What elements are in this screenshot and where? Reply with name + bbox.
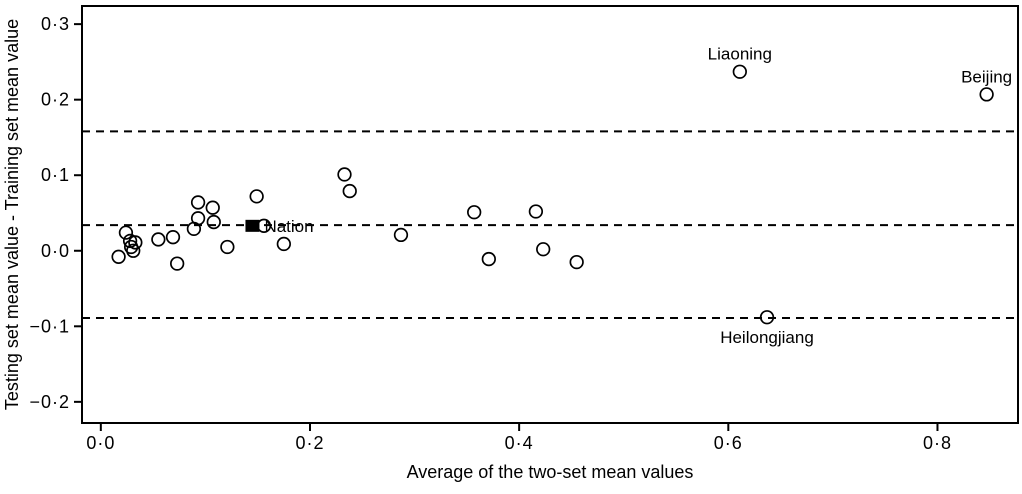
data-point: [467, 205, 482, 220]
data-point: [111, 249, 126, 264]
x-tick-label: 0·6: [714, 433, 743, 453]
x-axis-title: Average of the two-set mean values: [407, 462, 694, 482]
data-point: [337, 167, 352, 182]
x-tick-label: 0·0: [86, 433, 115, 453]
point-label-liaoning: Liaoning: [708, 45, 772, 64]
x-tick-label: 0·2: [295, 433, 324, 453]
y-tick-label: −0·1: [29, 316, 70, 336]
y-tick-label: −0·2: [29, 392, 70, 412]
data-point: [151, 232, 166, 247]
data-point: [170, 256, 185, 271]
x-tick-label: 0·4: [505, 433, 534, 453]
y-tick-label: 0·0: [41, 241, 70, 261]
data-point-heilongjiang: [759, 310, 775, 325]
point-label-heilongjiang: Heilongjiang: [720, 328, 814, 347]
data-point: [276, 236, 291, 252]
data-point: [481, 251, 496, 267]
plot-area: [81, 5, 1019, 424]
point-label-nation: Nation: [264, 217, 313, 236]
y-tick-label: 0·3: [41, 14, 70, 34]
data-point: [393, 227, 409, 243]
y-tick-label: 0·1: [41, 165, 70, 185]
x-tick-label: 0·8: [923, 433, 952, 453]
data-point: [528, 204, 544, 219]
data-point: [205, 200, 220, 215]
data-point: [128, 235, 143, 250]
data-point: [165, 230, 181, 245]
data-point: [569, 254, 584, 270]
data-point-nation: [245, 219, 260, 232]
data-point: [190, 211, 206, 226]
data-point: [536, 242, 551, 257]
data-point-liaoning: [732, 64, 747, 79]
data-point: [206, 214, 221, 230]
data-point: [249, 189, 264, 204]
data-point: [342, 183, 357, 199]
y-tick-label: 0·2: [41, 90, 70, 110]
data-point: [220, 239, 235, 255]
y-axis-title: Testing set mean value - Training set me…: [2, 19, 22, 410]
data-point-beijing: [979, 87, 994, 102]
data-point: [190, 195, 206, 210]
data-point: [126, 243, 141, 258]
point-label-beijing: Beijing: [961, 67, 1012, 86]
data-point: [118, 225, 134, 240]
